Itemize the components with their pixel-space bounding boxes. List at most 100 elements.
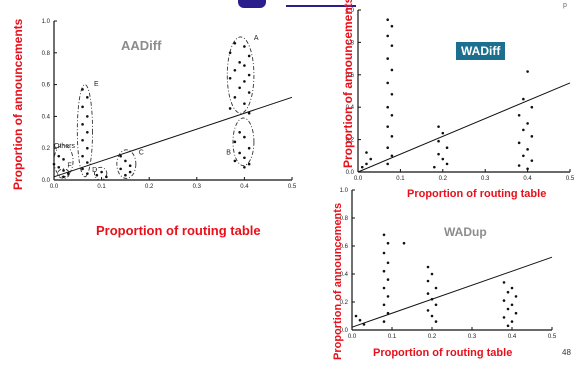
wadup-data-point — [502, 299, 506, 302]
wadup-data-point — [426, 265, 430, 269]
wadup-y-tick-label: 0.6 — [340, 244, 349, 250]
aadiff-data-point — [62, 169, 65, 172]
wadup-data-point — [506, 307, 510, 311]
wadup-data-point — [382, 303, 386, 307]
aadiff-data-point — [233, 140, 237, 144]
wadiff-data-point — [522, 154, 525, 158]
wadup-data-point — [386, 311, 390, 315]
wadiff-x-tick-label: 0.1 — [396, 176, 405, 182]
wadiff-title: WADiff — [456, 42, 506, 60]
wadup-y-tick-label: 0.4 — [340, 272, 349, 278]
wadup-data-point — [386, 278, 390, 281]
wadiff-data-point — [365, 151, 368, 154]
wadup-data-point — [506, 290, 510, 294]
aadiff-data-point — [247, 91, 251, 94]
wadiff-x-tick-label: 0.2 — [439, 176, 448, 182]
aadiff-x-tick-label: 0.1 — [97, 184, 106, 190]
aadiff-data-point — [228, 107, 232, 110]
slide-header-ribbon — [238, 0, 266, 8]
wadiff-data-point — [386, 57, 389, 60]
aadiff-data-point — [86, 131, 89, 134]
wadiff-data-point — [441, 157, 445, 161]
aadiff-group-label: Others — [54, 143, 76, 150]
wadup-x-tick-label: 0.0 — [348, 334, 357, 340]
wadiff-data-point — [437, 139, 440, 143]
wadup-y-tick-label: 1.0 — [340, 188, 349, 194]
wadup-data-point — [386, 261, 390, 265]
aadiff-x-tick-label: 0.3 — [193, 184, 202, 190]
aadiff-data-point — [81, 88, 84, 91]
wadup-data-point — [430, 314, 434, 318]
aadiff-data-point — [247, 162, 251, 166]
wadup-data-point — [514, 311, 518, 315]
wadiff-x-tick-label: 0.0 — [354, 176, 363, 182]
aadiff-title: AADiff — [121, 38, 162, 53]
wadiff-trend-line — [357, 82, 571, 173]
wadiff-x-tick-label: 0.4 — [523, 176, 532, 182]
aadiff-group-label: E — [94, 81, 99, 88]
aadiff-data-point — [57, 154, 61, 158]
wadiff-data-point — [526, 70, 529, 73]
wadiff-data-point — [386, 34, 389, 38]
wadup-data-point — [382, 320, 386, 323]
wadiff-y-tick-label: 0.8 — [346, 40, 355, 46]
wadiff-y-tick-label: 0.0 — [346, 170, 355, 176]
aadiff-y-tick-label: 0.6 — [42, 83, 51, 89]
wadiff-y-tick-label: 0.6 — [346, 73, 355, 79]
wadiff-data-point — [526, 148, 529, 151]
wadiff-data-point — [437, 152, 440, 156]
aadiff-x-tick-label: 0.5 — [288, 184, 297, 190]
wadup-data-point — [386, 241, 390, 245]
wadiff-y-tick-label: 0.4 — [346, 105, 355, 111]
aadiff-y-tick-label: 0.4 — [42, 114, 51, 120]
aadiff-x-tick-label: 0.0 — [50, 184, 59, 190]
aadiff-data-point — [81, 123, 84, 126]
wadup-title: WADup — [444, 225, 487, 239]
wadup-data-point — [502, 316, 506, 319]
aadiff-group-label: C — [139, 150, 144, 157]
aadiff-data-point — [57, 165, 61, 169]
aadiff-data-point — [66, 172, 70, 175]
aadiff-data-point — [128, 164, 132, 167]
aadiff-data-point — [233, 68, 237, 72]
wadup-data-point — [386, 295, 390, 298]
aadiff-group-ellipse — [94, 166, 108, 181]
aadiff-data-point — [81, 105, 84, 109]
wadiff-data-point — [522, 128, 525, 132]
wadiff-data-point — [441, 131, 445, 135]
aadiff-data-point — [128, 170, 132, 174]
aadiff-data-point — [86, 172, 89, 175]
wadup-data-point — [510, 320, 514, 323]
wadup-data-point — [382, 269, 386, 273]
aadiff-data-point — [124, 173, 127, 177]
page-mark: p — [563, 2, 567, 9]
wadiff-data-point — [390, 44, 394, 47]
wadiff-data-point — [390, 68, 394, 72]
aadiff-group-ellipse — [232, 117, 255, 167]
wadiff-data-point — [437, 125, 440, 128]
aadiff-data-point — [247, 146, 251, 150]
wadup-data-point — [382, 233, 386, 237]
wadiff-data-point — [360, 165, 364, 169]
wadiff-data-point — [526, 122, 529, 125]
wadup-data-point — [382, 251, 386, 255]
aadiff-group-label: F — [67, 162, 71, 169]
wadiff-y-tick-label: 1.0 — [346, 8, 355, 14]
wadiff-data-point — [517, 114, 521, 117]
aadiff-data-point — [233, 41, 237, 45]
aadiff-data-point — [119, 154, 122, 158]
wadup-data-point — [510, 286, 514, 290]
aadiff-data-point — [124, 159, 127, 163]
wadup-data-point — [434, 303, 438, 307]
wadup-data-point — [426, 279, 430, 283]
wadiff-data-point — [517, 141, 521, 145]
wadup-y-tick-label: 0.8 — [340, 216, 349, 222]
aadiff-data-point — [243, 102, 246, 105]
wadiff-data-point — [390, 114, 394, 117]
aadiff-group-ellipse — [116, 149, 137, 179]
wadup-data-point — [358, 318, 362, 322]
wadiff-data-point — [390, 154, 394, 158]
aadiff-x-axis-title: Proportion of routing table — [96, 223, 261, 238]
wadiff-data-point — [386, 125, 389, 128]
wadiff-data-point — [369, 157, 373, 161]
